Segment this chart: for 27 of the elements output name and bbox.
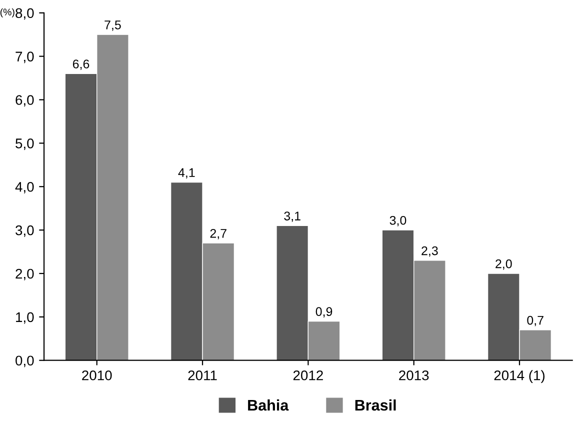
y-tick-label: 5,0	[16, 138, 34, 150]
data-label: 7,5	[104, 20, 121, 31]
y-tick-label: 4,0	[15, 182, 34, 194]
data-label: 2,3	[422, 246, 438, 257]
x-tick-label: 2011	[188, 370, 217, 380]
x-tick-label: 2010	[82, 370, 112, 380]
y-tick-label: 2,0	[16, 268, 34, 280]
legend-label: Bahia	[248, 399, 289, 411]
y-tick-label: 1,0	[16, 312, 34, 324]
data-label: 6,6	[72, 60, 90, 70]
x-tick-label: 2013	[399, 370, 429, 380]
y-tick-label: 0,0	[16, 356, 34, 368]
data-label: 0,7	[527, 316, 544, 326]
data-label: 3,0	[390, 216, 406, 226]
y-tick-label: 3,0	[16, 225, 34, 237]
data-label: 4,1	[178, 168, 195, 178]
y-tick-label: 6,0	[16, 95, 34, 107]
data-label: 3,1	[284, 212, 300, 222]
x-tick-label: 2014 (1)	[494, 370, 544, 384]
data-label: 2,7	[210, 228, 226, 240]
x-tick-label: 2012	[293, 370, 323, 380]
data-label: 0,9	[316, 307, 332, 318]
data-label: 2,0	[496, 259, 512, 270]
y-axis-title: (%)	[0, 8, 14, 18]
y-tick-label: 8,0	[16, 8, 34, 20]
legend-label: Brasil	[355, 399, 396, 411]
y-tick-label: 7,0	[16, 52, 34, 64]
